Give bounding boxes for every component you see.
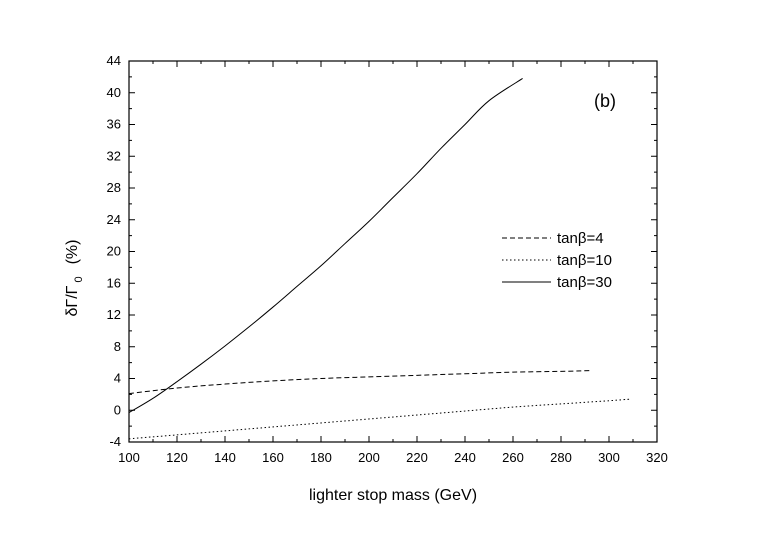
x-tick-label: 140 bbox=[214, 450, 236, 465]
legend-label-3: tanβ=30 bbox=[557, 274, 612, 291]
series-line-1 bbox=[128, 370, 593, 395]
y-tick-label: 28 bbox=[107, 180, 121, 195]
y-axis-title: δΓ/Γ 0 (%) bbox=[64, 240, 85, 317]
y-axis-title-sub: 0 bbox=[73, 276, 85, 282]
y-tick-label: 0 bbox=[114, 402, 121, 417]
x-tick-label: 240 bbox=[454, 450, 476, 465]
x-tick-label: 260 bbox=[502, 450, 524, 465]
y-tick-label: 8 bbox=[114, 339, 121, 354]
x-tick-label: 180 bbox=[310, 450, 332, 465]
y-tick-label: 24 bbox=[107, 212, 121, 227]
y-tick-label: 12 bbox=[107, 307, 121, 322]
y-tick-label: 16 bbox=[107, 275, 121, 290]
x-tick-label: 220 bbox=[406, 450, 428, 465]
x-tick-label: 120 bbox=[166, 450, 188, 465]
series-line-3 bbox=[128, 78, 523, 414]
x-tick-label: 100 bbox=[118, 450, 140, 465]
y-tick-label: 20 bbox=[107, 244, 121, 259]
svg-text:δΓ/Γ0(%): δΓ/Γ 0 (%) bbox=[64, 240, 85, 317]
x-axis-title: lighter stop mass (GeV) bbox=[309, 487, 477, 504]
y-tick-label: 4 bbox=[114, 371, 121, 386]
y-axis-title-main: δΓ/Γ bbox=[64, 285, 81, 316]
y-tick-label: 36 bbox=[107, 117, 121, 132]
y-tick-label: 32 bbox=[107, 148, 121, 163]
x-tick-label: 200 bbox=[358, 450, 380, 465]
y-axis-title-unit: (%) bbox=[64, 240, 81, 265]
y-tick-label: -4 bbox=[109, 434, 121, 449]
x-tick-label: 280 bbox=[550, 450, 572, 465]
series-line-2 bbox=[128, 398, 631, 440]
x-tick-label: 320 bbox=[646, 450, 668, 465]
x-tick-label: 160 bbox=[262, 450, 284, 465]
panel-label: (b) bbox=[594, 91, 616, 111]
x-tick-label: 300 bbox=[598, 450, 620, 465]
y-tick-label: 44 bbox=[107, 53, 121, 68]
legend-label-1: tanβ=4 bbox=[557, 230, 604, 247]
y-tick-label: 40 bbox=[107, 85, 121, 100]
legend-label-2: tanβ=10 bbox=[557, 252, 612, 269]
